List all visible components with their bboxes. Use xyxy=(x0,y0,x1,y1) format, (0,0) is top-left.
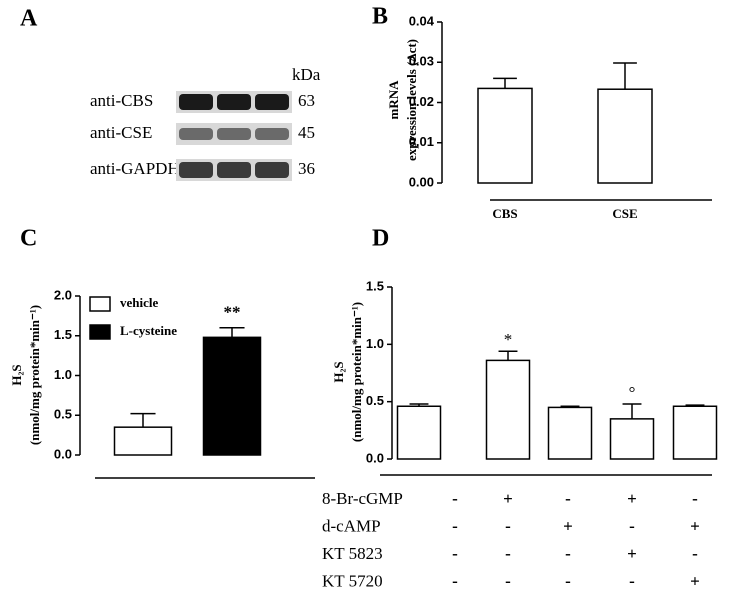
blot-band xyxy=(179,128,213,140)
x-tick-label: CSE xyxy=(612,206,637,221)
blot-band xyxy=(179,94,213,110)
blot-band xyxy=(255,94,289,110)
y-tick-label: 0.5 xyxy=(366,393,384,408)
bar xyxy=(609,418,655,460)
treatment-mark: + xyxy=(690,571,700,590)
blot-band xyxy=(217,94,251,110)
panel-label: D xyxy=(372,226,389,252)
blot-row-label: anti-GAPDH xyxy=(90,159,180,178)
y-tick-label: 0.0 xyxy=(366,450,384,465)
treatment-mark: - xyxy=(692,489,698,508)
treatment-mark: - xyxy=(629,571,635,590)
error-bar xyxy=(622,403,642,419)
treatment-mark: - xyxy=(565,489,571,508)
treatment-mark: + xyxy=(627,489,637,508)
y-tick-label: 2.0 xyxy=(54,287,72,302)
kda-label: 36 xyxy=(298,159,315,178)
significance-mark: ** xyxy=(224,303,241,322)
panel-label: A xyxy=(20,6,38,32)
legend-label: vehicle xyxy=(120,295,158,310)
panel-label: B xyxy=(372,4,388,30)
x-tick-label: CBS xyxy=(492,206,517,221)
y-tick-label: 0.03 xyxy=(409,54,434,69)
y-axis-label: (nmol/mg protein*min⁻¹) xyxy=(27,305,42,445)
treatment-mark: - xyxy=(452,571,458,590)
y-tick-label: 0.5 xyxy=(54,407,72,422)
blot-row-label: anti-CBS xyxy=(90,91,153,110)
treatment-label: d-cAMP xyxy=(322,516,381,535)
blot-band xyxy=(217,128,251,140)
y-tick-label: 0.00 xyxy=(409,174,434,189)
error-bar xyxy=(493,77,517,89)
y-tick-label: 1.0 xyxy=(366,336,384,351)
y-tick-label: 1.0 xyxy=(54,367,72,382)
kda-label: 63 xyxy=(298,91,315,110)
y-axis-label: (nmol/mg protein*min⁻¹) xyxy=(349,302,364,442)
treatment-label: KT 5823 xyxy=(322,544,383,563)
bar xyxy=(396,405,442,460)
treatment-mark: - xyxy=(629,516,635,535)
y-tick-label: 0.04 xyxy=(409,13,435,28)
blot-row-label: anti-CSE xyxy=(90,123,152,142)
bar xyxy=(672,405,718,460)
treatment-label: 8-Br-cGMP xyxy=(322,489,403,508)
treatment-mark: - xyxy=(505,571,511,590)
y-tick-label: 0.0 xyxy=(54,446,72,461)
bar xyxy=(485,359,531,460)
y-tick-label: 1.5 xyxy=(366,278,384,293)
y-axis-label: mRNA xyxy=(386,80,401,120)
unit-label: kDa xyxy=(292,65,321,84)
treatment-mark: + xyxy=(563,516,573,535)
bar xyxy=(597,88,653,184)
blot-band xyxy=(217,162,251,178)
y-axis-label: H₂S xyxy=(9,364,24,385)
bar xyxy=(477,87,533,184)
kda-label: 45 xyxy=(298,123,315,142)
bar xyxy=(202,336,262,456)
legend-label: L-cysteine xyxy=(120,323,177,338)
treatment-mark: - xyxy=(505,516,511,535)
treatment-mark: - xyxy=(452,516,458,535)
blot-band xyxy=(255,128,289,140)
bar xyxy=(113,426,173,456)
legend-swatch xyxy=(89,296,111,312)
y-tick-label: 0.02 xyxy=(409,94,434,109)
treatment-mark: - xyxy=(692,544,698,563)
treatment-mark: - xyxy=(452,544,458,563)
y-tick-label: 0.01 xyxy=(409,134,434,149)
error-bar xyxy=(219,327,245,338)
bar xyxy=(547,406,593,460)
error-bar xyxy=(613,62,637,90)
error-bar xyxy=(498,350,518,361)
y-axis-label: H₂S xyxy=(331,361,346,382)
significance-mark: ° xyxy=(629,383,636,402)
error-bar xyxy=(130,412,156,428)
treatment-mark: + xyxy=(627,544,637,563)
treatment-mark: - xyxy=(452,489,458,508)
y-axis-label: expression levels (Δct) xyxy=(404,39,419,161)
panel-label: C xyxy=(20,226,37,252)
blot-band xyxy=(255,162,289,178)
blot-band xyxy=(179,162,213,178)
significance-mark: * xyxy=(504,330,513,349)
legend-swatch xyxy=(89,324,111,340)
treatment-mark: - xyxy=(565,571,571,590)
treatment-mark: + xyxy=(690,516,700,535)
treatment-mark: - xyxy=(565,544,571,563)
treatment-mark: - xyxy=(505,544,511,563)
y-tick-label: 1.5 xyxy=(54,327,72,342)
treatment-mark: + xyxy=(503,489,513,508)
treatment-label: KT 5720 xyxy=(322,571,383,590)
